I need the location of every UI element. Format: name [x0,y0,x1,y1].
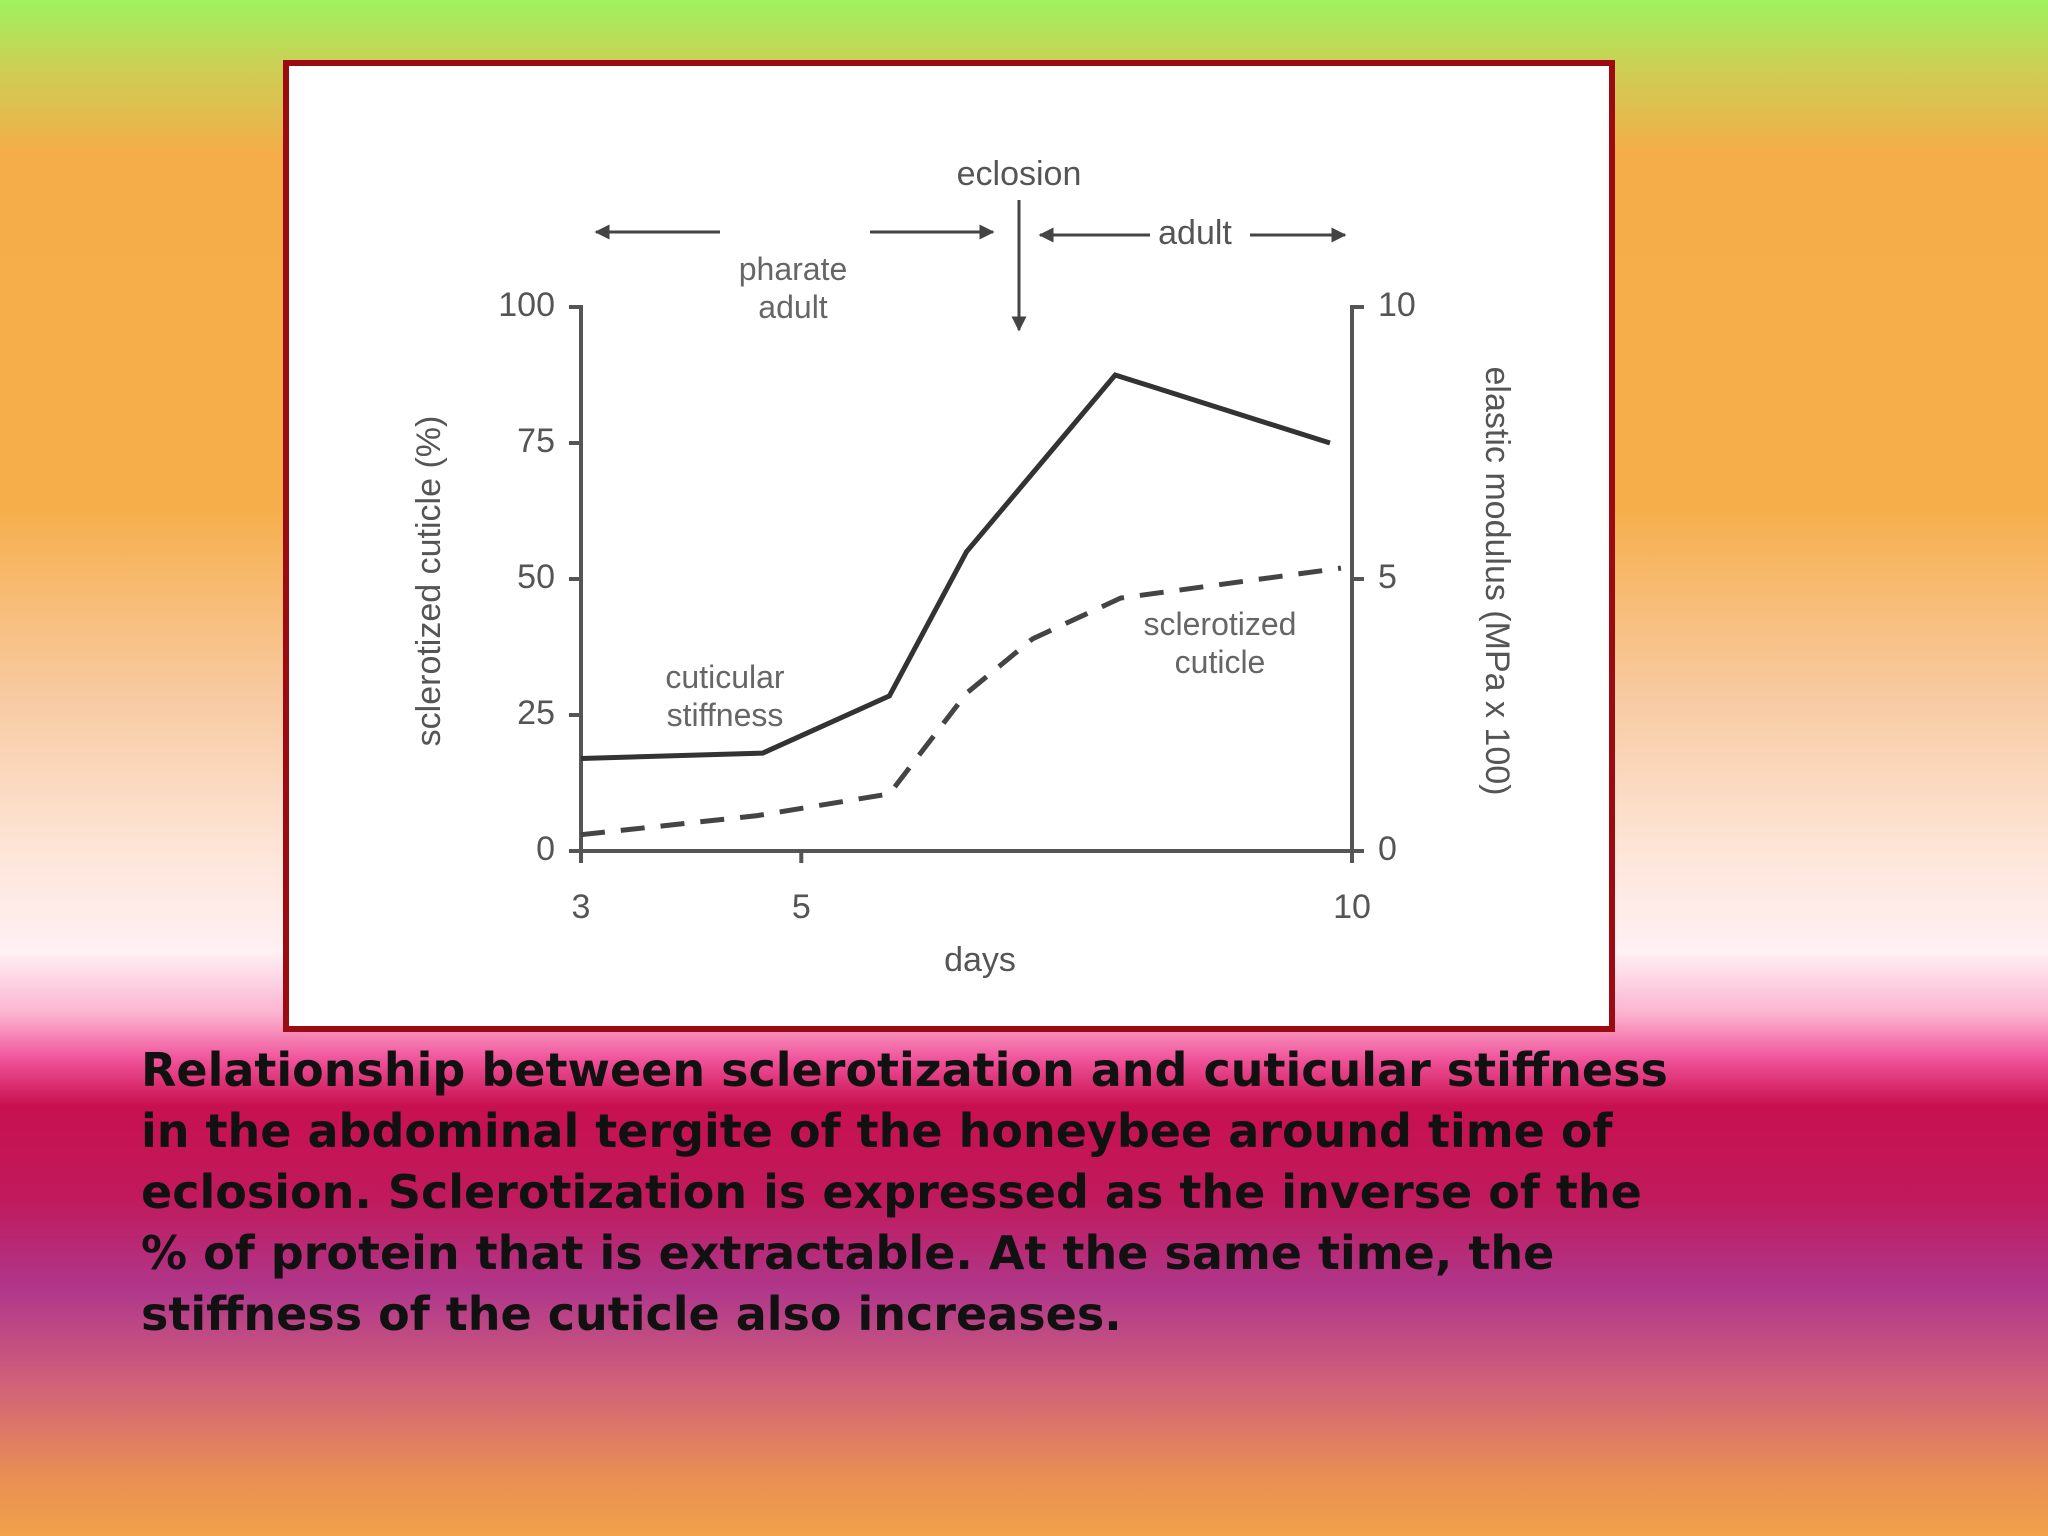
x-tick-label: 10 [1333,888,1371,926]
chart: eclosion adult days sclerotized cuticle … [410,155,1516,979]
y-tick-label: 25 [517,694,555,732]
y-axis-label: sclerotized cuticle (%) [410,416,448,747]
y2-tick-label: 10 [1378,286,1416,324]
y-tick-label: 75 [517,422,555,460]
caption: Relationship between sclerotization and … [141,1040,1668,1345]
y-tick-label: 0 [536,830,555,868]
y2-axis-label: elastic modulus (MPa x 100) [1478,367,1516,796]
y2-tick-label: 0 [1378,830,1397,868]
x-axis-label: days [944,941,1016,979]
series-line [580,565,1342,838]
eclosion-label: eclosion [957,155,1082,193]
caption-line: eclosion. Sclerotization is expressed as… [141,1165,1642,1219]
y-tick-label: 100 [498,286,555,324]
period-arrows [594,200,1347,332]
x-tick-label: 3 [572,888,591,926]
y-tick-label: 50 [517,558,555,596]
caption-line: in the abdominal tergite of the honeybee… [141,1104,1613,1158]
adult-label: adult [1158,214,1232,252]
caption-line: stiffness of the cuticle also increases. [141,1287,1122,1341]
chart-frame [283,60,1615,1032]
x-tick-label: 5 [792,888,811,926]
axes [579,305,1354,853]
caption-line: % of protein that is extractable. At the… [141,1226,1555,1280]
y2-tick-label: 5 [1378,558,1397,596]
series-label: cuticular stiffness [665,659,785,733]
pharate-label: pharate adult [738,251,848,325]
caption-line: Relationship between sclerotization and … [141,1043,1668,1097]
series-line [580,372,1331,762]
series-label: sclerotized cuticle [1143,606,1297,680]
